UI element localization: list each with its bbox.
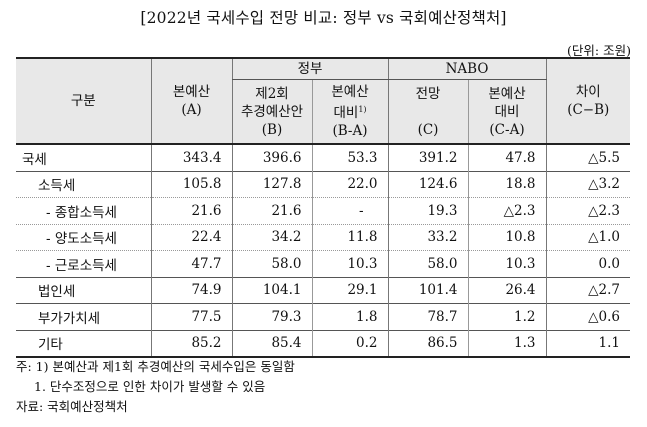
- table-row: - 종합소득세 21.6 21.6 - 19.3 △2.3 △2.3: [16, 197, 630, 224]
- table-row: 소득세 105.8 127.8 22.0 124.6 18.8 △3.2: [16, 170, 630, 198]
- table-row: 국세 343.4 396.6 53.3 391.2 47.8 △5.5: [16, 143, 630, 171]
- row-label: 기타: [16, 329, 151, 358]
- table-row: - 양도소득세 22.4 34.2 11.8 33.2 10.8 △1.0: [16, 223, 630, 251]
- header-difference: 차이 (C−B): [545, 57, 630, 145]
- source-note: 자료: 국회예산정책처: [16, 399, 128, 414]
- table-row: - 근로소득세 47.7 58.0 10.3 58.0 10.3 0.0: [16, 250, 630, 277]
- header-gov-vs-budget: 본예산 대비1) (B-A): [311, 79, 388, 145]
- footnotes: 주: 1) 본예산과 제1회 추경예산의 국세수입은 동일함 1. 단수조정으로…: [16, 357, 295, 417]
- row-label: 부가가치세: [16, 303, 151, 330]
- footnote-2: 1. 단수조정으로 인한 차이가 발생할 수 있음: [34, 379, 266, 394]
- table-row: 법인세 74.9 104.1 29.1 101.4 26.4 △2.7: [16, 276, 630, 304]
- unit-label: (단위: 조원): [567, 43, 631, 58]
- row-label: 소득세: [16, 170, 151, 198]
- row-label: - 종합소득세: [16, 197, 151, 224]
- header-category: 구분: [16, 57, 151, 145]
- row-label: - 양도소득세: [16, 223, 151, 251]
- row-label: 법인세: [16, 276, 151, 304]
- header-gov-supplementary: 제2회 추경예산안 (B): [231, 79, 312, 145]
- footnote-marker: 1): [358, 105, 367, 114]
- row-label: - 근로소득세: [16, 250, 151, 277]
- row-label: 국세: [16, 143, 151, 171]
- table-title: [2022년 국세수입 전망 비교: 정부 vs 국회예산정책처]: [140, 9, 507, 27]
- header-nabo-vs-budget: 본예산 대비 (C-A): [467, 79, 546, 145]
- tax-revenue-table: 구분 본예산 (A) 정부 NABO 차이 (C−B) 제2회 추경예산안 (B…: [16, 57, 630, 358]
- header-government-group: 정부: [231, 57, 388, 80]
- header-budget: 본예산 (A): [150, 57, 232, 145]
- table-row: 부가가치세 77.5 79.3 1.8 78.7 1.2 △0.6: [16, 303, 630, 330]
- table-row: 기타 85.2 85.4 0.2 86.5 1.3 1.1: [16, 329, 630, 358]
- footnote-1: 주: 1) 본예산과 제1회 추경예산의 국세수입은 동일함: [16, 359, 295, 374]
- header-nabo-forecast: 전망 (C): [387, 79, 468, 145]
- header-nabo-group: NABO: [387, 57, 546, 80]
